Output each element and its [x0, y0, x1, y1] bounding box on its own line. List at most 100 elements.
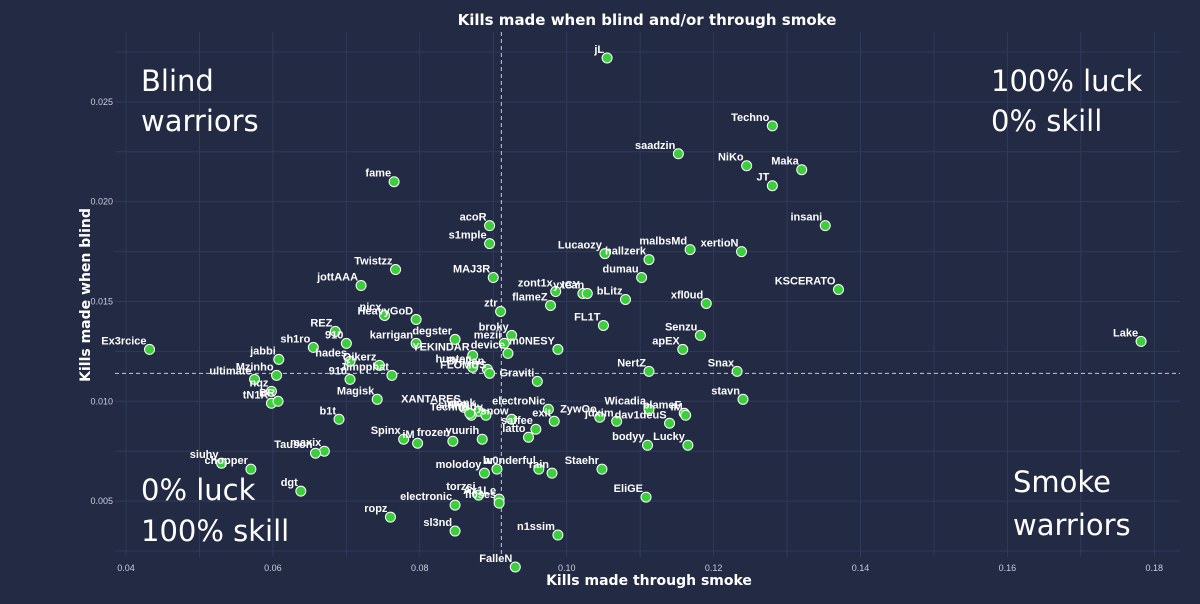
data-point [832, 284, 844, 296]
quadrant-label-bottom-left-line2: 100% skill [141, 514, 289, 548]
point-label: snow [480, 405, 509, 417]
point-label: ZywOo [560, 403, 597, 415]
point-label: Twistzz [354, 256, 393, 268]
point-label: hunter [435, 353, 470, 365]
point-label: jdxim [584, 407, 614, 419]
data-point [619, 293, 631, 305]
point-label: XANTARES [401, 393, 461, 405]
data-point [484, 220, 496, 232]
data-point [684, 244, 696, 256]
point-label: degster [412, 325, 452, 337]
data-point [449, 525, 461, 537]
data-point [636, 272, 648, 284]
data-point [506, 329, 518, 341]
data-point [643, 365, 655, 377]
point-label: dgt [281, 477, 298, 489]
point-label: ICY [562, 280, 581, 292]
point-label: s1mple [449, 230, 487, 242]
point-label: molodoy [436, 459, 483, 471]
point-label: stavn [711, 385, 740, 397]
point-label: acoR [460, 212, 487, 224]
point-label: ztr [484, 297, 498, 309]
x-tick-label: 0.08 [411, 563, 429, 573]
quadrant-label-top-left-line1: Blind [141, 64, 214, 98]
data-point [682, 439, 694, 451]
data-point [344, 355, 356, 367]
point-label: KSCERATO [775, 276, 836, 288]
x-axis-label: Kills made through smoke [546, 573, 752, 589]
data-point [373, 359, 385, 371]
data-point [819, 220, 831, 232]
point-label: mezii [474, 329, 502, 341]
point-label: n1ssim [517, 521, 555, 533]
data-point [478, 467, 490, 479]
point-label: FLOMUS [440, 359, 486, 371]
point-label: Lucky [653, 431, 686, 443]
data-point [412, 437, 424, 449]
data-point [464, 407, 476, 419]
data-point [509, 561, 521, 573]
point-label: xertioN [701, 238, 739, 250]
x-tick-label: 0.10 [558, 563, 576, 573]
point-label: siuhy [438, 399, 468, 411]
point-label: donk [449, 397, 476, 409]
data-point [643, 403, 655, 415]
point-label: device [471, 339, 505, 351]
data-point [594, 411, 606, 423]
x-tick-label: 0.18 [1146, 563, 1164, 573]
x-tick-label: 0.14 [852, 563, 870, 573]
quadrant-label-bottom-right-line2: warriors [1013, 508, 1131, 542]
data-point [550, 286, 562, 298]
data-point [766, 180, 778, 192]
point-label: malbsMd [639, 236, 687, 248]
point-label: YEKINDAR [412, 341, 470, 353]
y-tick-label: 0.010 [90, 396, 113, 406]
point-label: hallzerk [605, 246, 647, 258]
point-label: m0NESY [509, 335, 556, 347]
data-point [386, 369, 398, 381]
data-point [379, 309, 391, 321]
point-label: dumau [603, 264, 639, 276]
point-label: rain [529, 459, 549, 471]
data-point [344, 373, 356, 385]
y-tick-label: 0.020 [90, 197, 113, 207]
point-label: NiKo [718, 152, 744, 164]
point-label: Snax [708, 357, 735, 369]
point-label: Lucaozy [558, 240, 603, 252]
point-label: Qikerz [343, 351, 377, 363]
data-point [144, 343, 156, 355]
point-label: latto [502, 423, 526, 435]
point-label: w0nderful [483, 455, 536, 467]
point-label: b1t [320, 405, 337, 417]
point-label: Maka [771, 156, 799, 168]
data-point [249, 373, 261, 385]
data-point [449, 333, 461, 345]
point-label: siuhy [190, 449, 220, 461]
data-point [487, 272, 499, 284]
data-point [265, 385, 277, 397]
point-label: FL1T [574, 311, 601, 323]
point-label: saadzin [635, 140, 676, 152]
point-label: Techno [731, 112, 770, 124]
quadrant-label-bottom-left-line1: 0% luck [141, 473, 256, 507]
data-point [731, 365, 743, 377]
data-point [398, 433, 410, 445]
data-point [333, 413, 345, 425]
point-label: Staehr [565, 455, 600, 467]
point-label: yuurih [446, 425, 480, 437]
point-label: REZ [310, 317, 332, 329]
data-point [245, 463, 257, 475]
point-label: saffee [501, 415, 533, 427]
point-label: BR [259, 387, 275, 399]
point-label: iM [402, 429, 414, 441]
point-label: nicx [360, 301, 383, 313]
point-label: sdy [464, 401, 484, 413]
data-point [599, 248, 611, 260]
data-point [548, 415, 560, 427]
data-point [741, 160, 753, 172]
point-label: fl0ses [465, 489, 496, 501]
data-point [643, 254, 655, 266]
point-label: fame [365, 168, 391, 180]
data-point [473, 489, 485, 501]
point-label: Lake [1113, 327, 1138, 339]
